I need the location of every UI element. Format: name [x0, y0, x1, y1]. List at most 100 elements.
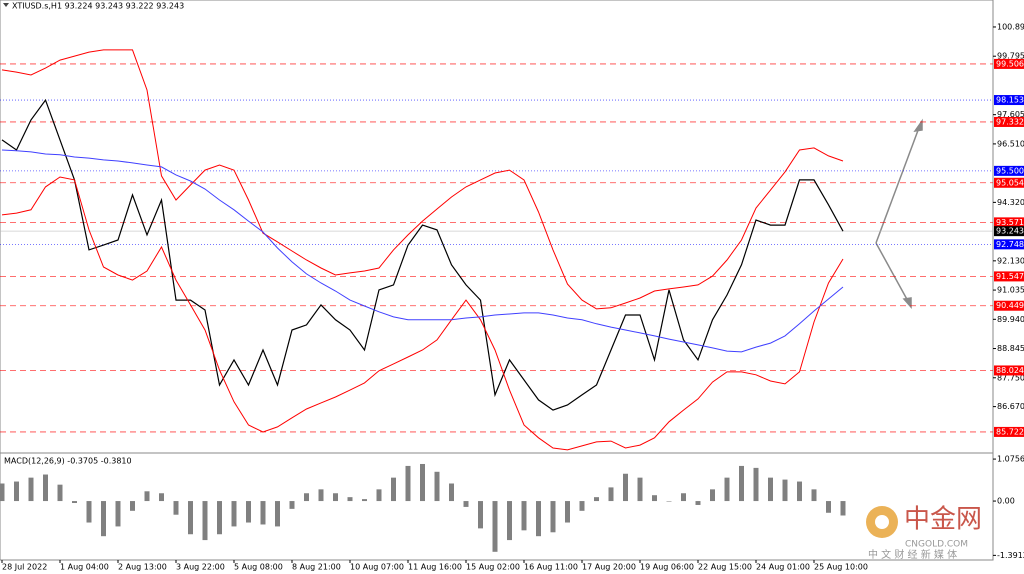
macd-bar: [362, 499, 367, 502]
macd-bar: [492, 501, 498, 552]
macd-bar: [826, 501, 831, 513]
price-line: [1, 98, 844, 411]
y-tick-label: -1.3912: [997, 551, 1024, 560]
x-tick-label: 24 Aug 01:00: [756, 563, 810, 572]
level-label-bg: [994, 116, 1024, 127]
menu-icon[interactable]: [3, 3, 9, 7]
macd-bar: [695, 501, 701, 505]
macd-bar: [507, 501, 512, 541]
level-label-bg: [994, 226, 1024, 237]
macd-bar: [550, 501, 556, 533]
arrow-down: [875, 242, 910, 304]
macd-bar: [72, 501, 77, 504]
x-tick-label: 2 Aug 13:00: [118, 563, 167, 572]
macd-bar: [449, 483, 454, 502]
macd-title: MACD(12,26,9) -0.3705 -0.3810: [4, 457, 132, 466]
x-tick-label: 16 Aug 11:00: [524, 563, 578, 572]
chart-title: XTIUSD.s,H1 93.224 93.243 93.222 93.243: [12, 2, 184, 11]
x-tick-label: 8 Aug 21:00: [292, 563, 341, 572]
forecast-arrows: [875, 118, 923, 309]
level-label-bg: [994, 177, 1024, 188]
macd-bar: [579, 501, 585, 511]
y-tick-label: 91.035: [997, 286, 1024, 295]
macd-bar: [173, 501, 179, 515]
level-label: 98.153: [996, 96, 1024, 105]
level-label: 93.243: [996, 227, 1024, 236]
macd-bar: [144, 491, 150, 502]
macd-bar: [231, 501, 237, 527]
macd-bar: [260, 501, 266, 525]
level-label-bg: [994, 58, 1024, 69]
macd-bar: [14, 481, 19, 502]
x-tick-label: 22 Aug 15:00: [698, 563, 752, 572]
macd-bar: [405, 465, 411, 502]
macd-bar: [391, 477, 396, 502]
arrow-head: [913, 118, 923, 132]
arrow-up: [875, 124, 921, 244]
macd-bar: [521, 501, 527, 531]
level-label-bg: [994, 300, 1024, 311]
macd-bar: [159, 493, 164, 502]
arrow-head: [902, 297, 912, 309]
macd-bar: [637, 477, 643, 502]
y-tick-label: 88.845: [997, 344, 1024, 353]
y-tick-label: 86.670: [997, 402, 1024, 411]
macd-bar: [347, 497, 353, 502]
macd-bar: [681, 493, 686, 502]
macd-bar: [478, 501, 483, 529]
macd-bar: [753, 467, 759, 502]
level-label: 99.506: [996, 59, 1024, 68]
macd-bar: [130, 501, 135, 511]
y-tick-label: 0.00: [997, 497, 1015, 506]
macd-bar: [289, 501, 295, 509]
level-label: 90.449: [996, 301, 1024, 310]
x-tick-label: 3 Aug 22:00: [176, 563, 225, 572]
macd-bar: [28, 477, 34, 502]
macd-bar: [652, 495, 657, 502]
macd-bar: [608, 487, 614, 502]
level-label: 95.500: [996, 166, 1024, 175]
x-tick-label: 1 Aug 04:00: [60, 563, 109, 572]
level-label: 92.748: [996, 240, 1024, 249]
macd-bar: [217, 501, 222, 535]
macd-bar: [275, 501, 280, 527]
macd-bar: [202, 501, 208, 541]
macd-bar: [246, 501, 251, 523]
x-tick-label: 11 Aug 16:00: [408, 563, 462, 572]
x-tick-label: 10 Aug 07:00: [350, 563, 404, 572]
indicator-line: [1, 176, 844, 451]
macd-bar: [376, 489, 382, 502]
tagline-text: 中 文 财 经 新 媒 体: [868, 548, 957, 561]
macd-bar: [463, 501, 469, 507]
level-label: 85.722: [996, 427, 1024, 436]
y-tick-label: 100.890: [997, 22, 1024, 31]
macd-bar: [101, 501, 106, 537]
x-tick-label: 15 Aug 02:00: [466, 563, 520, 572]
macd-bar: [797, 481, 802, 502]
macd-bar: [666, 501, 672, 502]
level-label: 93.571: [996, 218, 1024, 227]
macd-bar: [0, 483, 5, 502]
level-label: 88.024: [996, 366, 1024, 375]
macd-bar: [565, 501, 570, 523]
macd-bar: [724, 477, 730, 502]
macd-bar: [536, 501, 541, 537]
x-tick-label: 25 Aug 10:00: [814, 563, 868, 572]
logo-inner: [875, 515, 889, 529]
macd-bar: [594, 497, 599, 502]
level-label-bg: [994, 217, 1024, 228]
macd-bar: [840, 501, 846, 516]
macd-bar: [188, 501, 193, 535]
site-text: CNGOLD.COM: [905, 540, 968, 550]
level-label-bg: [994, 426, 1024, 437]
macd-bar: [420, 463, 425, 502]
macd-bar: [115, 501, 121, 527]
level-label: 91.547: [996, 272, 1024, 281]
y-tick-label: 97.605: [997, 110, 1024, 119]
watermark: 中金网 CNGOLD.COM 中 文 财 经 新 媒 体: [866, 505, 982, 561]
y-tick-label: 99.795: [997, 52, 1024, 61]
logo-text: 中金网: [904, 505, 982, 535]
y-tick-label: 1.0756: [997, 455, 1024, 464]
